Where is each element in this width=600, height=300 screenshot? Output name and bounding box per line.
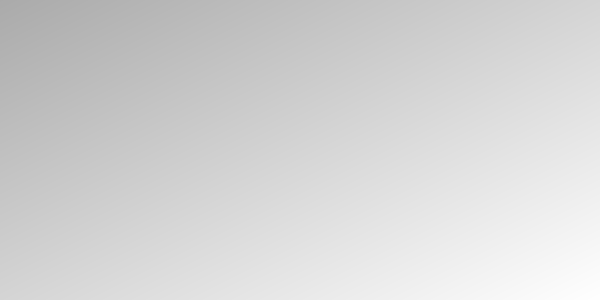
Text: 9.2: 9.2 <box>556 65 574 75</box>
Bar <box>511 88 539 258</box>
Bar <box>82 146 110 258</box>
Bar <box>121 142 149 258</box>
Bar <box>277 118 305 258</box>
Bar <box>433 101 461 258</box>
Bar <box>199 127 227 258</box>
Bar <box>160 134 188 258</box>
Bar <box>355 110 383 258</box>
Text: 6.68: 6.68 <box>200 115 225 124</box>
Bar <box>238 122 266 258</box>
Title: Truck Fuel Rail Market: Truck Fuel Rail Market <box>232 17 428 35</box>
Bar <box>550 77 578 258</box>
Bar <box>394 106 422 258</box>
Bar <box>316 114 344 258</box>
Text: 6.93: 6.93 <box>239 110 264 120</box>
Bar <box>472 95 500 258</box>
